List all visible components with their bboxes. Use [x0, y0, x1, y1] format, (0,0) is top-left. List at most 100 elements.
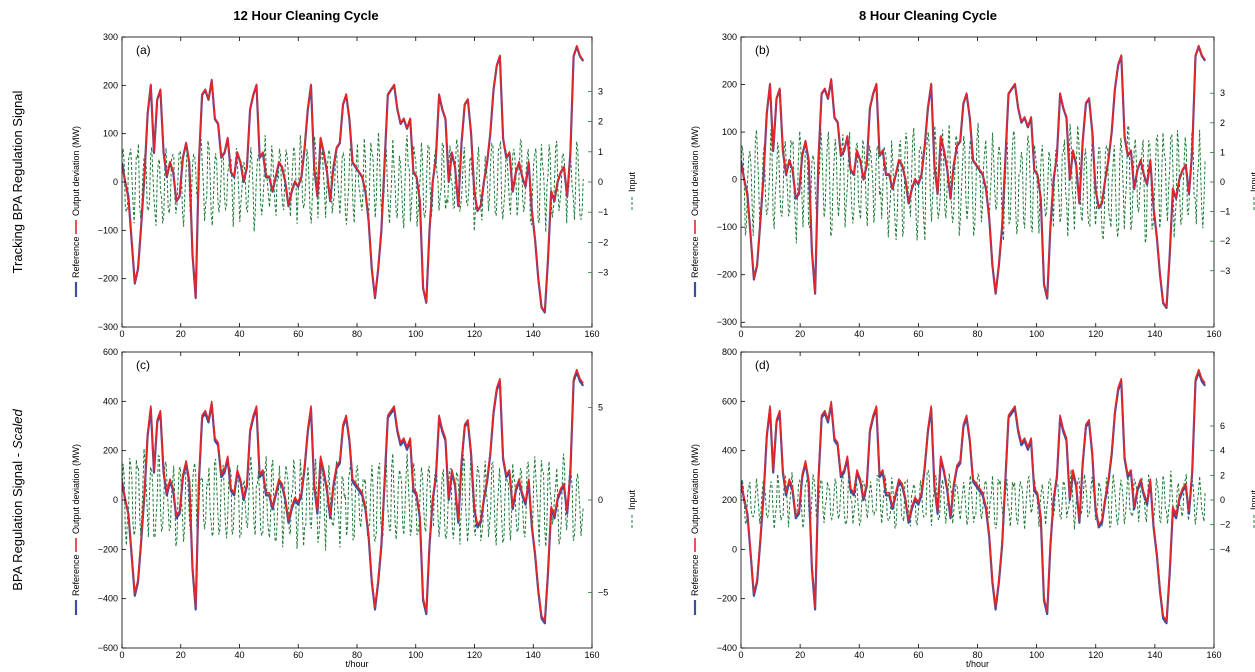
y-tick-label: 100 [722, 127, 737, 137]
y-tick-label: 600 [103, 347, 118, 357]
x-tick-label: 160 [584, 650, 599, 660]
y2-tick-label: −1 [598, 207, 608, 217]
y-tick-label: −400 [717, 643, 737, 653]
y-axis-label-group: Reference Output deviation (MW) [690, 444, 700, 615]
y2-axis-label-group: Input [1249, 489, 1255, 528]
panel-d: 0 20 40 60 80 100 120 140 160−400−20002004006008… [690, 347, 1255, 669]
reference-legend-label: Reference [71, 236, 81, 278]
y-axis-label-group: Reference Output deviation (MW) [71, 126, 81, 297]
y2-tick-label: −4 [1220, 544, 1230, 554]
y2-tick-label: 6 [1220, 421, 1225, 431]
y-tick-label: 800 [722, 347, 737, 357]
row-title-top: Tracking BPA Regulation Signal [10, 90, 25, 273]
panel-label: (b) [755, 43, 770, 57]
y2-axis-label: Input [627, 489, 637, 510]
input-line [741, 122, 1206, 244]
x-tick-label: 0 [738, 329, 743, 339]
x-tick-label: 160 [584, 329, 599, 339]
y-tick-label: 300 [103, 32, 118, 42]
x-tick-label: 140 [526, 650, 541, 660]
y-tick-label: 0 [113, 177, 118, 187]
y2-tick-label: 0 [598, 495, 603, 505]
column-title-right: 8 Hour Cleaning Cycle [859, 8, 997, 23]
y-tick-label: −400 [98, 594, 118, 604]
x-tick-label: 140 [1147, 650, 1162, 660]
x-tick-label: 160 [1206, 650, 1221, 660]
y-tick-label: −200 [717, 594, 737, 604]
x-tick-label: 60 [913, 650, 923, 660]
x-tick-label: 60 [293, 650, 303, 660]
y2-tick-label: 3 [1220, 88, 1225, 98]
x-tick-label: 80 [972, 329, 982, 339]
x-axis-label: t/hour [345, 659, 368, 669]
y2-tick-label: −3 [1220, 266, 1230, 276]
x-tick-label: 40 [854, 650, 864, 660]
x-tick-label: 80 [352, 650, 362, 660]
y-axis-label: Output deviation (MW) [71, 126, 81, 216]
axes-frame [740, 36, 1215, 328]
panel-a: 0 20 40 60 80 100 120 140 160−300−200−1000100200… [71, 32, 637, 339]
x-tick-label: 120 [467, 329, 482, 339]
y-tick-label: −600 [98, 643, 118, 653]
y-tick-label: 200 [103, 80, 118, 90]
x-tick-label: 0 [738, 650, 743, 660]
panel-label: (a) [136, 43, 151, 57]
y-tick-label: 400 [722, 446, 737, 456]
output-line [741, 368, 1206, 622]
y-tick-label: −300 [717, 317, 737, 327]
x-tick-label: 40 [234, 329, 244, 339]
x-tick-label: 60 [913, 329, 923, 339]
column-title-left: 12 Hour Cleaning Cycle [233, 8, 378, 23]
reference-legend-label: Reference [690, 236, 700, 278]
panel-b: 0 20 40 60 80 100 120 140 160−300−200−1000100200… [690, 32, 1255, 339]
x-axis-label: t/hour [966, 659, 989, 669]
row-title-bottom: BPA Regulation Signal - Scaled [10, 408, 25, 590]
panel-c: 0 20 40 60 80 100 120 140 160 −600 −400 −200 0 200 400… [71, 347, 637, 669]
y-axis-label: Output deviation (MW) [71, 444, 81, 534]
x-tick-label: 100 [408, 650, 423, 660]
chart-panels: 0 20 40 60 80 100 120 140 160−300−200−1000100200… [71, 32, 1255, 669]
x-tick-label: 80 [352, 329, 362, 339]
panel-label: (c) [136, 358, 150, 372]
y2-tick-label: −3 [598, 268, 608, 278]
reference-legend-label: Reference [690, 554, 700, 596]
y-tick-label: −100 [717, 222, 737, 232]
axes-frame [121, 36, 593, 328]
y-tick-label: −300 [98, 322, 118, 332]
y2-axis-label: Input [627, 171, 637, 192]
x-tick-label: 40 [854, 329, 864, 339]
y2-axis-label-group: Input [627, 171, 637, 210]
y-tick-label: 600 [722, 396, 737, 406]
x-tick-label: 100 [1029, 329, 1044, 339]
y-axis-label: Output deviation (MW) [690, 444, 700, 534]
y2-tick-label: 1 [1220, 147, 1225, 157]
y2-tick-label: 2 [598, 117, 603, 127]
x-tick-label: 120 [467, 650, 482, 660]
y-axis-label-group: Reference Output deviation (MW) [690, 126, 700, 297]
y-tick-label: 200 [103, 446, 118, 456]
y2-tick-label: 3 [598, 86, 603, 96]
x-tick-label: 60 [293, 329, 303, 339]
y-tick-label: 0 [113, 495, 118, 505]
axes-frame [121, 351, 593, 649]
y2-axis-label-group: Input [627, 489, 637, 528]
y-tick-label: 200 [722, 80, 737, 90]
x-tick-label: 100 [408, 329, 423, 339]
y-tick-label: 200 [722, 495, 737, 505]
y2-tick-label: 4 [1220, 446, 1225, 456]
x-tick-label: 140 [1147, 329, 1162, 339]
output-line [122, 44, 584, 313]
x-tick-label: 120 [1088, 329, 1103, 339]
y-tick-label: −200 [98, 544, 118, 554]
row-title-bottom-italic: Scaled [10, 408, 25, 449]
y2-tick-label: −2 [1220, 520, 1230, 530]
y2-tick-label: 5 [598, 403, 603, 413]
y-tick-label: 0 [732, 544, 737, 554]
x-tick-label: 20 [176, 650, 186, 660]
y2-tick-label: −2 [598, 237, 608, 247]
x-tick-label: 120 [1088, 650, 1103, 660]
y2-axis-label: Input [1249, 171, 1255, 192]
y-axis-label-group: Reference Output deviation (MW) [71, 444, 81, 615]
y2-axis-label: Input [1249, 489, 1255, 510]
